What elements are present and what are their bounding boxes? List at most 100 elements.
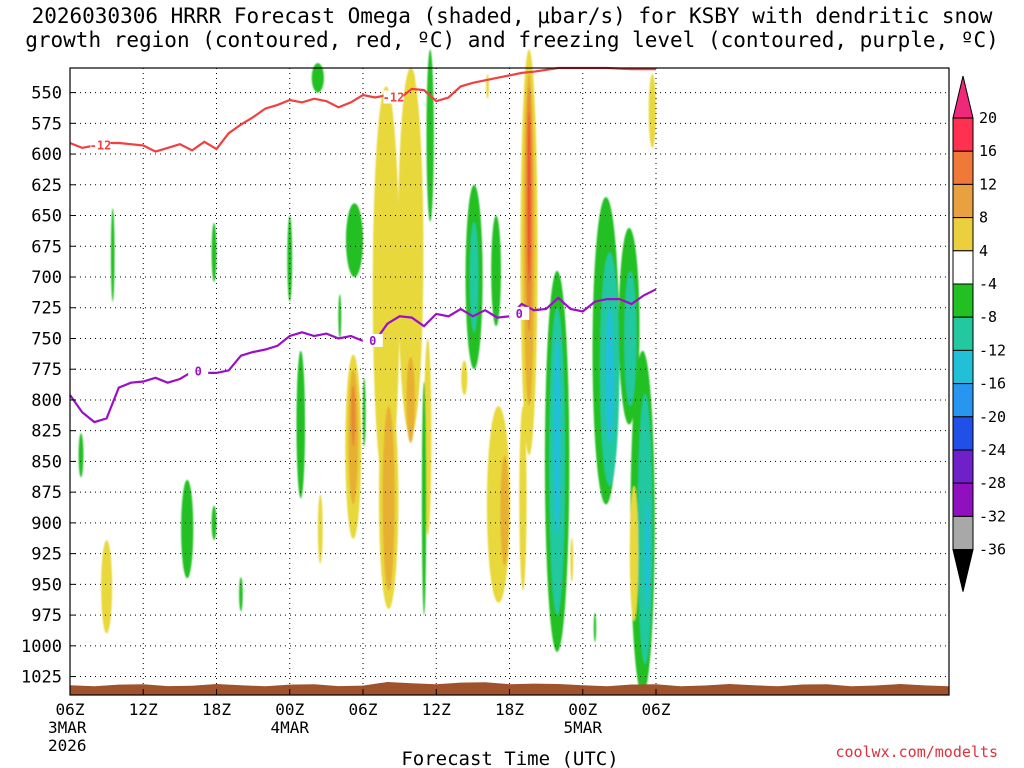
omega-shading bbox=[78, 49, 657, 695]
x-tick-label: 00Z bbox=[275, 700, 304, 719]
y-tick-label: 900 bbox=[31, 514, 62, 534]
colorbar-label: 4 bbox=[979, 242, 988, 260]
plot-background bbox=[70, 68, 949, 695]
y-tick-label: 825 bbox=[31, 422, 62, 442]
omega-region-dn4 bbox=[296, 350, 306, 499]
omega-region-up4 bbox=[461, 360, 468, 396]
y-tick-label: 575 bbox=[31, 114, 62, 134]
colorbar-segment bbox=[952, 349, 974, 385]
y-tick-label: 700 bbox=[31, 268, 62, 288]
colorbar-label: -32 bbox=[979, 507, 1006, 525]
omega-region-up4 bbox=[648, 74, 657, 148]
colorbar-bottom-arrow bbox=[952, 549, 974, 592]
y-tick-label: 925 bbox=[31, 545, 62, 565]
colorbar-segment bbox=[952, 250, 974, 285]
omega-region-up4 bbox=[408, 69, 416, 104]
dgz-label-bg bbox=[90, 138, 111, 152]
colorbar-label: 12 bbox=[979, 175, 997, 193]
y-tick-label: 750 bbox=[31, 329, 62, 349]
omega-region-dn4 bbox=[362, 377, 366, 447]
y-tick-label: 850 bbox=[31, 452, 62, 472]
chart-title-line-1: 2026030306 HRRR Forecast Omega (shaded, … bbox=[31, 4, 993, 28]
contour-lines: 0 0 0 -12 -12 bbox=[69, 66, 657, 424]
freezing-level-label-bg bbox=[509, 306, 530, 320]
axes: 550 575 600 625 650 675 700 725 750 775 800 825 850 8… bbox=[21, 67, 950, 755]
y-tick-label: 775 bbox=[31, 360, 62, 380]
y-tick-label: 1000 bbox=[21, 637, 62, 657]
freezing-level-label-bg bbox=[188, 364, 209, 378]
colorbar: 20 16 12 8 4 -4 -8 -12 -16 -20 -24 -28 -32 -36 bbox=[952, 75, 1006, 592]
colorbar-label: -4 bbox=[979, 275, 997, 293]
colorbar-label: 20 bbox=[979, 109, 997, 127]
colorbar-segment bbox=[952, 482, 974, 517]
x-tick-label: 18Z bbox=[202, 700, 231, 719]
omega-region-up4 bbox=[486, 74, 489, 99]
y-tick-label: 975 bbox=[31, 606, 62, 626]
omega-region-dn4 bbox=[491, 215, 501, 327]
omega-region-dn4 bbox=[593, 612, 597, 643]
colorbar-segment bbox=[952, 515, 974, 551]
dgz-label-bg bbox=[383, 90, 404, 104]
x-date-label: 3MAR bbox=[48, 718, 87, 737]
colorbar-segment bbox=[952, 150, 974, 185]
omega-region-dn4 bbox=[338, 294, 342, 339]
omega-region-up16 bbox=[527, 111, 531, 284]
y-tick-label: 725 bbox=[31, 299, 62, 319]
omega-region-dn4 bbox=[110, 208, 115, 302]
x-tick-label: 06Z bbox=[642, 700, 671, 719]
y-tick-label: 650 bbox=[31, 207, 62, 227]
colorbar-label: -24 bbox=[979, 441, 1006, 459]
y-tick-label: 600 bbox=[31, 145, 62, 165]
colorbar-label: -36 bbox=[979, 541, 1006, 559]
y-tick-label: 550 bbox=[31, 84, 62, 104]
omega-region-up4 bbox=[570, 537, 574, 582]
x-date-label: 4MAR bbox=[270, 718, 309, 737]
omega-region-dn4 bbox=[211, 505, 217, 541]
x-date-label: 5MAR bbox=[563, 718, 602, 737]
colorbar-segment bbox=[952, 383, 974, 418]
y-tick-label: 1025 bbox=[21, 668, 62, 688]
colorbar-label: -20 bbox=[979, 408, 1006, 426]
omega-region-dn4 bbox=[421, 381, 427, 616]
colorbar-segment bbox=[952, 183, 974, 219]
omega-region-dn4 bbox=[78, 433, 84, 478]
freezing-level-label: 0 bbox=[195, 365, 202, 379]
y-tick-label: 800 bbox=[31, 391, 62, 411]
colorbar-segment bbox=[952, 217, 974, 252]
dgz-line bbox=[69, 66, 656, 153]
omega-region-dn4 bbox=[426, 49, 434, 222]
omega-region-up8 bbox=[500, 455, 509, 566]
omega-region-up4 bbox=[317, 494, 323, 564]
x-axis-label: Forecast Time (UTC) bbox=[401, 748, 618, 768]
x-tick-label: 12Z bbox=[422, 700, 451, 719]
omega-region-dn12 bbox=[553, 338, 561, 536]
omega-region-up4 bbox=[101, 540, 113, 634]
omega-region-dn8 bbox=[637, 393, 653, 665]
y-tick-label: 950 bbox=[31, 575, 62, 595]
x-tick-label: 06Z bbox=[56, 700, 85, 719]
site-credit: coolwx.com/modelts bbox=[835, 743, 998, 761]
freezing-level-label: 0 bbox=[369, 334, 376, 348]
plot-area bbox=[70, 49, 949, 695]
dgz-label: -12 bbox=[90, 138, 112, 152]
y-tick-label: 675 bbox=[31, 237, 62, 257]
omega-region-up8 bbox=[382, 406, 395, 591]
x-tick-label: 18Z bbox=[495, 700, 524, 719]
colorbar-label: -12 bbox=[979, 341, 1006, 359]
colorbar-segment bbox=[952, 283, 974, 318]
y-tick-label: 875 bbox=[31, 483, 62, 503]
omega-region-dn4 bbox=[311, 63, 324, 93]
x-tick-label: 00Z bbox=[568, 700, 597, 719]
colorbar-segment bbox=[952, 117, 974, 152]
omega-region-dn4 bbox=[181, 479, 194, 579]
chart-title-line-2: growth region (contoured, red, ºC) and f… bbox=[25, 28, 999, 52]
colorbar-label: 8 bbox=[979, 209, 988, 227]
omega-region-dn12 bbox=[645, 498, 650, 609]
freezing-level-label-bg bbox=[362, 333, 383, 347]
x-year-label: 2026 bbox=[48, 736, 87, 755]
omega-region-up4 bbox=[397, 68, 424, 437]
colorbar-segment bbox=[952, 449, 974, 484]
omega-region-up12 bbox=[351, 385, 356, 447]
omega-region-up4 bbox=[519, 406, 527, 591]
